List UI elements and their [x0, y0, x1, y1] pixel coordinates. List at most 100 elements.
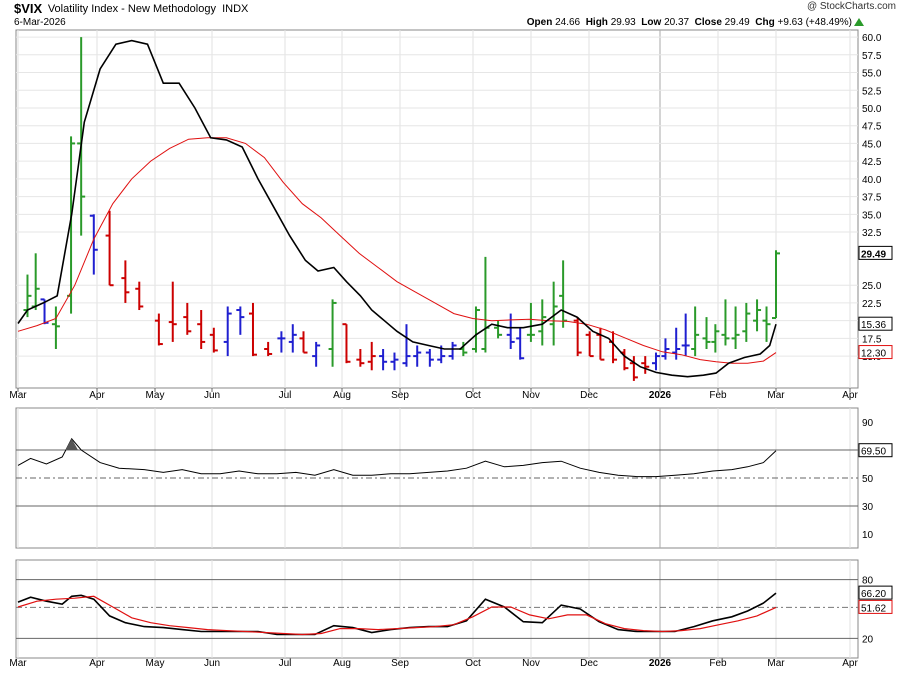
x-tick-label: Oct [465, 658, 481, 669]
x-tick-label: Jun [204, 390, 220, 401]
ohlc-bar [471, 306, 480, 353]
x-tick-label: Aug [333, 390, 351, 401]
price-y-tick-label: 57.5 [862, 51, 882, 62]
price-y-tick-label: 47.5 [862, 122, 882, 133]
symbol-description: Volatility Index - New Methodology INDX [47, 3, 249, 15]
x-tick-label: May [146, 390, 165, 401]
price-y-tick-label: 35.0 [862, 210, 882, 221]
ohlc-bar [731, 306, 740, 350]
ohlc-bar [264, 341, 273, 357]
ohlc-bar [379, 349, 388, 371]
x-tick-label: Jun [204, 658, 220, 669]
rsi-y-tick-label: 50 [862, 474, 874, 485]
ohlc-bar [77, 37, 86, 236]
x-tick-label: Oct [465, 390, 481, 401]
ohlc-bar [197, 310, 206, 350]
stockcharts-credit: @ StockCharts.com [806, 1, 896, 12]
price-y-tick-label: 22.5 [862, 299, 882, 310]
ohlc-bar [585, 331, 594, 358]
chart-date: 6-Mar-2026 [14, 17, 66, 28]
rsi-value-label-box [858, 443, 893, 458]
x-tick-label: 2026 [649, 390, 672, 401]
ohlc-bar [89, 214, 98, 275]
x-tick-label: Sep [391, 658, 409, 669]
x-tick-label: Mar [9, 658, 27, 669]
ma-slow-value-label-box [858, 345, 893, 360]
x-tick-label: Apr [89, 658, 105, 669]
price-y-tick-label: 17.5 [862, 334, 882, 345]
stoch-d-value-label-box [858, 599, 893, 614]
ohlc-bar [742, 302, 751, 342]
stoch-k-value-label-box [858, 585, 893, 600]
ohlc-bar [681, 313, 690, 357]
ohlc-bar [573, 317, 582, 357]
ohlc-bar [168, 281, 177, 342]
ohlc-bar [721, 299, 730, 346]
x-tick-label: Aug [333, 658, 351, 669]
x-tick-label: Nov [522, 658, 540, 669]
x-tick-label: Sep [391, 390, 409, 401]
ohlc-bar [288, 324, 297, 353]
ma-fast-line [17, 39, 777, 378]
rsi-y-tick-label: 90 [862, 418, 874, 429]
ohlc-bar [753, 299, 762, 332]
ohlc-bar [559, 260, 568, 328]
panel-frame-1 [15, 29, 859, 389]
price-y-tick-label: 50.0 [862, 104, 882, 115]
x-tick-label: Mar [767, 390, 785, 401]
rsi-value-label: 69.50 [861, 447, 886, 458]
last-close-label-box [858, 245, 893, 260]
x-tick-label: Jul [279, 658, 292, 669]
ohlc-bar [425, 349, 434, 367]
x-tick-label: Dec [580, 658, 598, 669]
price-y-tick-label: 55.0 [862, 69, 882, 80]
rsi-line [17, 437, 777, 478]
ma-fast-value-label-box [858, 316, 893, 331]
price-y-tick-label: 42.5 [862, 157, 882, 168]
x-tick-label: 2026 [649, 658, 672, 669]
price-y-tick-label: 60.0 [862, 33, 882, 44]
ohlc-bar [413, 345, 422, 367]
ohlc-bar [209, 327, 218, 353]
x-tick-label: Apr [842, 658, 858, 669]
x-tick-label: Apr [89, 390, 105, 401]
last-close-label: 29.49 [861, 249, 886, 260]
price-y-tick-label: 45.0 [862, 139, 882, 150]
ohlc-bar [328, 299, 337, 367]
ohlc-readout: Open 24.66 High 29.93 Low 20.37 Close 29… [526, 17, 852, 28]
ohlc-bar [223, 306, 232, 357]
ohlc-bar [135, 281, 144, 311]
ohlc-bar [448, 341, 457, 360]
x-tick-label: Nov [522, 390, 540, 401]
ohlc-bar [538, 299, 547, 346]
ma-fast-value-label: 15.36 [861, 320, 886, 331]
ohlc-bar [702, 317, 711, 350]
ohlc-bar [641, 356, 650, 374]
rsi-y-tick-label: 30 [862, 502, 874, 513]
ohlc-bar [154, 313, 163, 346]
ohlc-bar [651, 352, 660, 371]
ohlc-bar [248, 302, 257, 357]
price-y-tick-label: 52.5 [862, 86, 882, 97]
ohlc-bar [121, 260, 130, 303]
ohlc-bar [367, 341, 376, 371]
price-y-tick-label: 32.5 [862, 228, 882, 239]
x-tick-label: Jul [279, 390, 292, 401]
ohlc-bar [629, 356, 638, 381]
ohlc-bar [105, 210, 114, 287]
rsi-y-tick-label: 10 [862, 530, 874, 541]
stoch-y-tick-label: 20 [862, 634, 874, 645]
x-tick-label: May [146, 658, 165, 669]
ohlc-bar [277, 331, 286, 353]
x-tick-label: Mar [9, 390, 27, 401]
ohlc-bar [299, 331, 308, 354]
stoch-d-value-label: 51.62 [861, 603, 886, 614]
rsi-overbought-fill [65, 438, 79, 450]
ohlc-bar [390, 352, 399, 371]
ohlc-bar [342, 323, 351, 364]
x-tick-label: Dec [580, 390, 598, 401]
ohlc-bar [516, 327, 525, 360]
ma-slow-line [17, 137, 777, 364]
ohlc-bar [236, 306, 245, 335]
